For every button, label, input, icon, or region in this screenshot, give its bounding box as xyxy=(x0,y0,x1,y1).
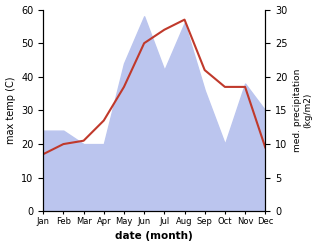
Y-axis label: max temp (C): max temp (C) xyxy=(5,77,16,144)
Y-axis label: med. precipitation
(kg/m2): med. precipitation (kg/m2) xyxy=(293,69,313,152)
X-axis label: date (month): date (month) xyxy=(115,231,193,242)
